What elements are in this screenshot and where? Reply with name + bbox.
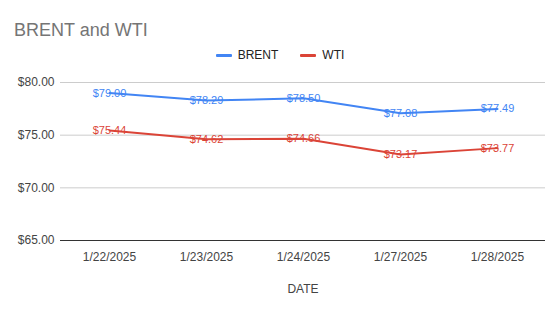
svg-text:$73.17: $73.17 xyxy=(384,148,418,160)
svg-text:1/24/2025: 1/24/2025 xyxy=(277,250,331,264)
html-text:WTI: WTI xyxy=(322,48,345,62)
svg-text:$78.29: $78.29 xyxy=(190,94,224,106)
html-text:BRENT: BRENT xyxy=(237,48,279,62)
svg-text:$77.49: $77.49 xyxy=(481,102,515,114)
svg-text:1/27/2025: 1/27/2025 xyxy=(374,250,428,264)
svg-text:$74.66: $74.66 xyxy=(287,132,321,144)
html-text:BRENT and WTI: BRENT and WTI xyxy=(14,20,148,40)
svg-text:$70.00: $70.00 xyxy=(18,181,55,195)
svg-text:1/23/2025: 1/23/2025 xyxy=(180,250,234,264)
svg-text:1/22/2025: 1/22/2025 xyxy=(83,250,137,264)
svg-text:$65.00: $65.00 xyxy=(18,233,55,247)
svg-text:$79.00: $79.00 xyxy=(93,87,127,99)
svg-text:$78.50: $78.50 xyxy=(287,92,321,104)
svg-text:$75.00: $75.00 xyxy=(18,128,55,142)
svg-text:$74.62: $74.62 xyxy=(190,133,224,145)
svg-text:$80.00: $80.00 xyxy=(18,75,55,89)
svg-text:$75.44: $75.44 xyxy=(93,124,127,136)
svg-text:$77.08: $77.08 xyxy=(384,107,418,119)
svg-text:DATE: DATE xyxy=(287,282,318,296)
svg-text:1/28/2025: 1/28/2025 xyxy=(471,250,525,264)
svg-text:$73.77: $73.77 xyxy=(481,142,515,154)
